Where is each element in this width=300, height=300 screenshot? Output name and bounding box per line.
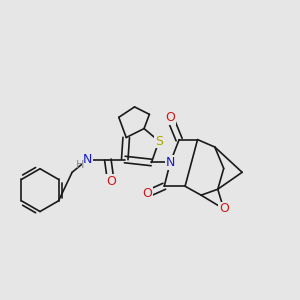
Text: O: O bbox=[106, 175, 116, 188]
Text: O: O bbox=[219, 202, 229, 215]
Text: S: S bbox=[155, 135, 163, 148]
Text: N: N bbox=[83, 153, 92, 166]
Text: H: H bbox=[76, 160, 84, 170]
Text: O: O bbox=[165, 111, 175, 124]
Text: O: O bbox=[142, 188, 152, 200]
Text: N: N bbox=[166, 156, 175, 169]
